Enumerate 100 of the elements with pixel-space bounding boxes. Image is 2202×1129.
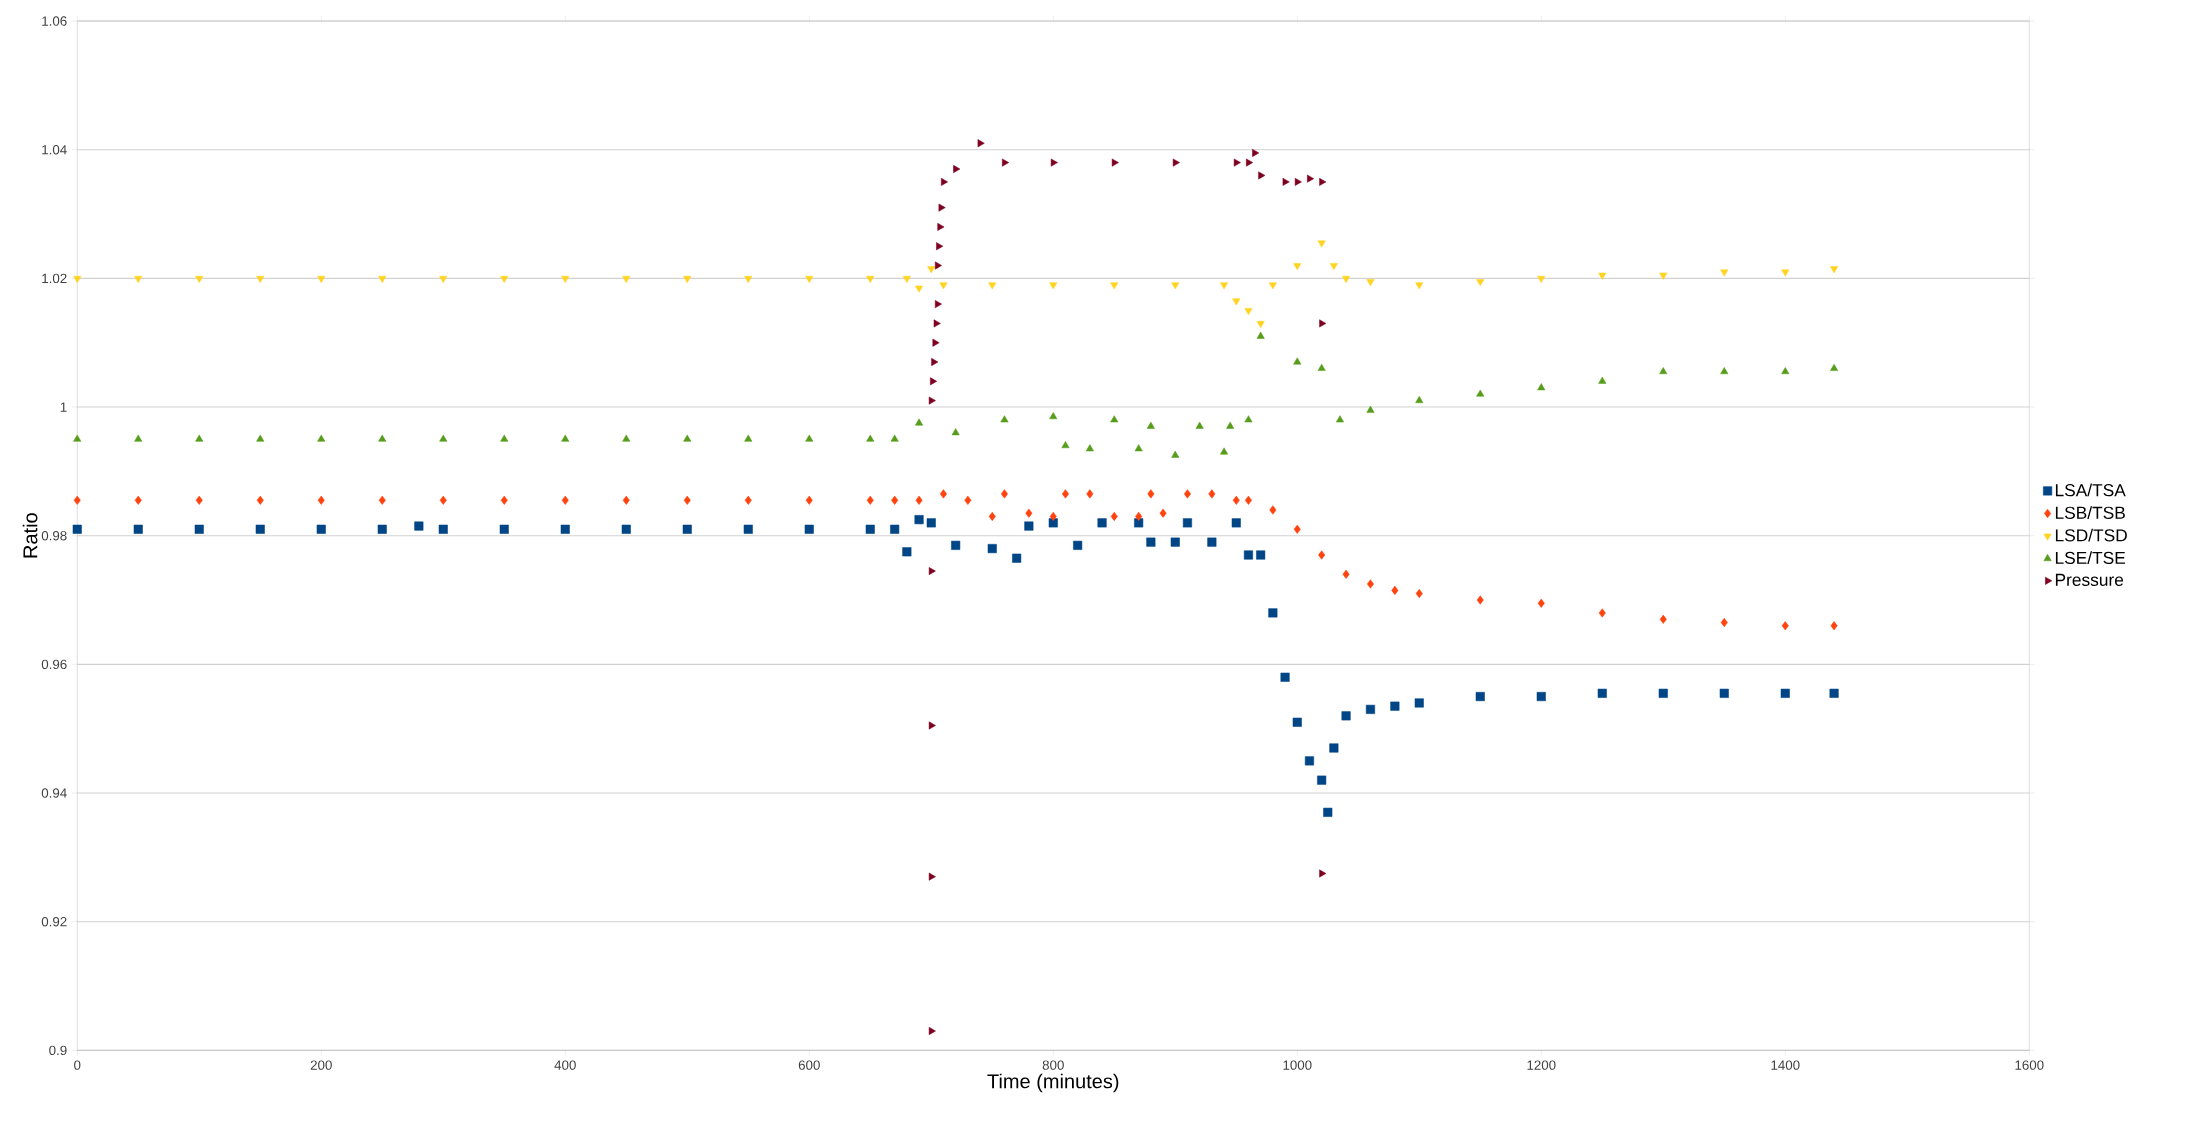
- point: [951, 540, 961, 550]
- point: [1293, 524, 1301, 534]
- point: [1414, 698, 1424, 708]
- point: [1073, 540, 1083, 550]
- point: [1171, 450, 1180, 458]
- point: [1256, 331, 1265, 339]
- point: [133, 524, 143, 534]
- point: [621, 524, 631, 534]
- point: [1061, 489, 1069, 499]
- y-tick-label: 1.04: [42, 145, 67, 155]
- point: [1781, 269, 1790, 277]
- point: [1182, 518, 1192, 528]
- point: [1719, 688, 1729, 698]
- point: [561, 434, 570, 442]
- point: [902, 547, 912, 557]
- point: [1830, 266, 1839, 274]
- legend-label: LSD/TSD: [2055, 528, 2127, 542]
- point: [1146, 537, 1156, 547]
- y-tick-label: 1.06: [42, 16, 67, 26]
- point: [1391, 585, 1399, 595]
- point: [378, 275, 387, 283]
- point: [1720, 618, 1728, 628]
- point: [439, 434, 448, 442]
- point: [1293, 357, 1302, 365]
- point: [915, 285, 924, 293]
- point: [622, 275, 631, 283]
- point: [1294, 177, 1302, 186]
- point: [1317, 775, 1327, 785]
- point: [500, 434, 509, 442]
- point: [1243, 550, 1253, 560]
- point: [1307, 174, 1315, 183]
- point: [1329, 263, 1338, 271]
- point: [1220, 282, 1229, 290]
- point: [951, 428, 960, 436]
- point: [1366, 279, 1375, 287]
- point: [1280, 672, 1290, 682]
- point: [1195, 421, 1204, 429]
- point: [866, 434, 875, 442]
- point: [1171, 282, 1180, 290]
- point: [1476, 279, 1485, 287]
- point: [1268, 608, 1278, 618]
- point: [317, 275, 326, 283]
- x-tick-label: 200: [310, 1060, 332, 1070]
- point: [937, 222, 945, 231]
- x-tick-label: 1600: [2015, 1060, 2044, 1070]
- point: [1269, 505, 1277, 515]
- point: [317, 495, 325, 505]
- point: [914, 515, 924, 525]
- point: [561, 495, 569, 505]
- point: [1146, 421, 1155, 429]
- x-tick-label: 0: [74, 1060, 81, 1070]
- point: [195, 275, 204, 283]
- point: [1598, 376, 1607, 384]
- point: [1830, 363, 1839, 371]
- point: [622, 495, 630, 505]
- point: [1282, 177, 1290, 186]
- point: [1256, 321, 1265, 328]
- y-tick-label: 0.98: [41, 530, 67, 541]
- point: [1233, 158, 1241, 167]
- point: [1207, 537, 1217, 547]
- point: [915, 418, 924, 426]
- y-tick-label: 0.94: [41, 788, 67, 798]
- point: [1258, 171, 1266, 180]
- point: [316, 524, 326, 534]
- point: [1476, 389, 1485, 397]
- point: [987, 544, 997, 554]
- point: [938, 203, 946, 212]
- point: [378, 434, 387, 442]
- y-tick-label: 0.9: [49, 1045, 67, 1056]
- point: [1000, 489, 1008, 499]
- point: [1000, 415, 1009, 423]
- y-tick-label: 0.92: [41, 916, 67, 927]
- point: [1256, 550, 1266, 560]
- point: [1244, 308, 1253, 316]
- point: [378, 495, 386, 505]
- point: [1415, 396, 1424, 404]
- point: [1658, 688, 1668, 698]
- point: [1304, 756, 1315, 766]
- point: [256, 495, 264, 505]
- point: [1220, 447, 1229, 455]
- point: [1245, 495, 1252, 505]
- point: [941, 177, 948, 186]
- point: [134, 434, 143, 442]
- point: [1061, 441, 1070, 449]
- point: [928, 396, 936, 405]
- point: [928, 721, 936, 730]
- point: [1366, 405, 1375, 413]
- point: [1781, 367, 1790, 375]
- point: [72, 524, 82, 534]
- point: [195, 495, 203, 505]
- point: [915, 495, 923, 505]
- point: [1086, 489, 1094, 499]
- point: [1110, 511, 1118, 521]
- point: [928, 1027, 936, 1036]
- point: [890, 524, 900, 534]
- point: [1597, 688, 1607, 698]
- point: [1049, 282, 1058, 290]
- point: [439, 275, 448, 283]
- y-tick-label: 1: [60, 402, 67, 412]
- point: [1317, 363, 1326, 371]
